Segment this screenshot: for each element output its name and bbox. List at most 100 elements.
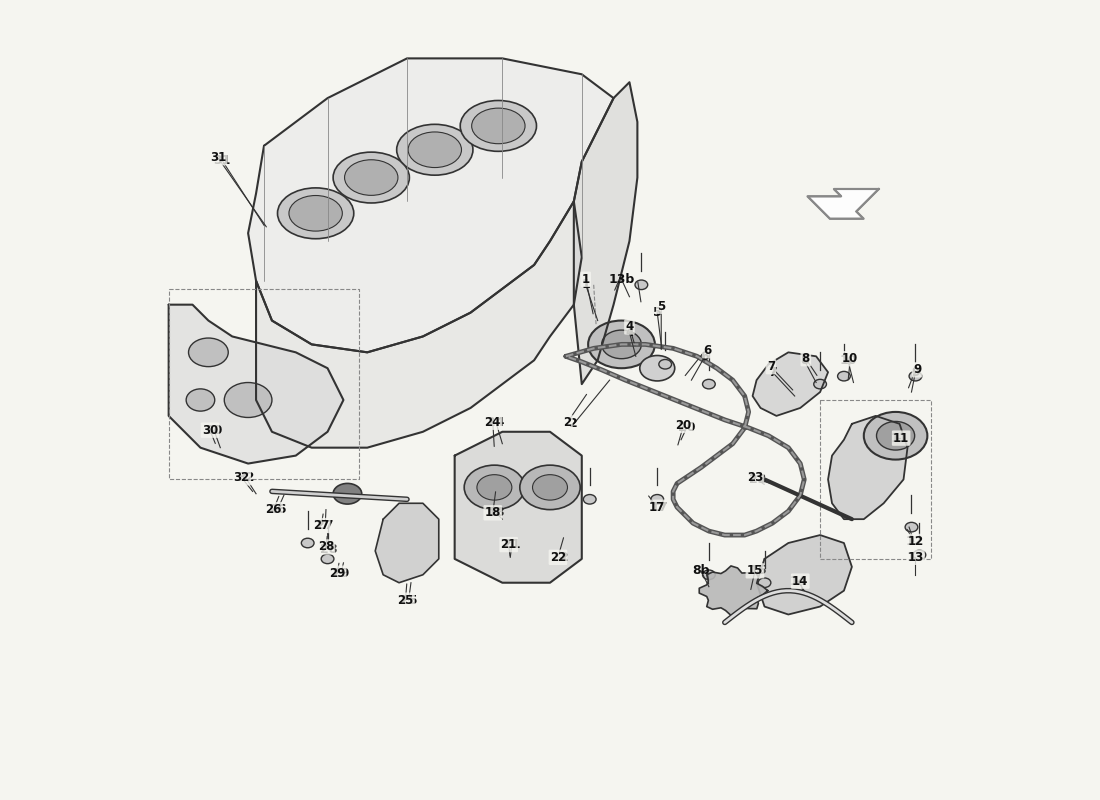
Polygon shape xyxy=(375,503,439,582)
Polygon shape xyxy=(757,535,851,614)
Text: 1: 1 xyxy=(582,278,590,291)
Text: 11: 11 xyxy=(893,432,910,445)
Text: 25: 25 xyxy=(397,594,414,606)
Ellipse shape xyxy=(635,280,648,290)
Text: 10: 10 xyxy=(839,354,857,366)
Ellipse shape xyxy=(877,422,915,450)
Text: 18: 18 xyxy=(485,506,501,519)
Ellipse shape xyxy=(837,371,850,381)
Text: 13: 13 xyxy=(908,550,924,564)
Text: 1: 1 xyxy=(582,273,590,286)
Polygon shape xyxy=(454,432,582,582)
Ellipse shape xyxy=(289,195,342,231)
Ellipse shape xyxy=(224,382,272,418)
Ellipse shape xyxy=(640,355,674,381)
Ellipse shape xyxy=(659,359,672,369)
Ellipse shape xyxy=(814,379,826,389)
Text: 26: 26 xyxy=(268,503,286,516)
Polygon shape xyxy=(256,202,582,448)
Text: 22: 22 xyxy=(551,550,569,564)
Text: 6: 6 xyxy=(701,350,710,363)
Polygon shape xyxy=(828,416,907,519)
Text: 6: 6 xyxy=(703,344,712,358)
Ellipse shape xyxy=(321,554,334,564)
Ellipse shape xyxy=(464,465,525,510)
Ellipse shape xyxy=(277,188,354,238)
Text: 8b: 8b xyxy=(692,564,710,578)
Text: 29: 29 xyxy=(332,566,350,580)
Ellipse shape xyxy=(520,465,580,510)
Text: 24: 24 xyxy=(487,416,505,429)
Text: 11: 11 xyxy=(891,432,909,445)
Ellipse shape xyxy=(333,483,362,504)
Text: 13b: 13b xyxy=(608,273,635,286)
Ellipse shape xyxy=(651,494,663,504)
Text: 15: 15 xyxy=(747,564,763,578)
Text: 5: 5 xyxy=(653,306,661,319)
Text: 17: 17 xyxy=(649,501,666,514)
Polygon shape xyxy=(752,352,828,416)
Text: 25: 25 xyxy=(399,594,417,606)
Text: 31: 31 xyxy=(213,154,231,166)
Text: 28: 28 xyxy=(320,543,338,556)
Text: 8: 8 xyxy=(802,352,810,365)
Polygon shape xyxy=(249,58,614,352)
Text: 9: 9 xyxy=(911,366,920,378)
Polygon shape xyxy=(700,566,768,615)
Text: 7: 7 xyxy=(768,366,777,378)
Ellipse shape xyxy=(864,412,927,459)
Text: 14: 14 xyxy=(789,574,806,588)
Ellipse shape xyxy=(703,379,715,389)
Text: 30: 30 xyxy=(206,424,222,437)
Ellipse shape xyxy=(408,132,462,167)
Text: 32: 32 xyxy=(233,471,250,484)
Ellipse shape xyxy=(532,474,568,500)
Polygon shape xyxy=(807,189,879,218)
Text: 2: 2 xyxy=(563,416,572,429)
Ellipse shape xyxy=(758,578,771,587)
Text: 31: 31 xyxy=(210,151,225,164)
Text: 12: 12 xyxy=(908,535,924,548)
Text: 18: 18 xyxy=(487,506,505,519)
Text: 17: 17 xyxy=(651,501,669,514)
Text: 28: 28 xyxy=(318,541,334,554)
Ellipse shape xyxy=(333,152,409,203)
Ellipse shape xyxy=(913,550,926,560)
Ellipse shape xyxy=(344,160,398,195)
Ellipse shape xyxy=(602,330,641,358)
Text: 20: 20 xyxy=(678,422,695,434)
Text: 29: 29 xyxy=(329,566,345,580)
Polygon shape xyxy=(168,305,343,463)
Text: 30: 30 xyxy=(202,424,218,437)
Ellipse shape xyxy=(186,389,214,411)
Polygon shape xyxy=(574,82,637,384)
Ellipse shape xyxy=(583,494,596,504)
Text: 23: 23 xyxy=(747,471,763,484)
Text: 15: 15 xyxy=(749,564,767,578)
Ellipse shape xyxy=(397,124,473,175)
Text: 23: 23 xyxy=(749,473,767,486)
Text: 7: 7 xyxy=(767,360,774,373)
Text: 22: 22 xyxy=(550,550,566,564)
Ellipse shape xyxy=(909,371,922,381)
Text: 2: 2 xyxy=(570,418,579,430)
Ellipse shape xyxy=(301,538,315,548)
Text: 27: 27 xyxy=(317,519,334,532)
Text: 20: 20 xyxy=(675,419,692,432)
Ellipse shape xyxy=(588,321,654,368)
Text: 32: 32 xyxy=(236,471,254,484)
Ellipse shape xyxy=(188,338,229,366)
Ellipse shape xyxy=(905,522,917,532)
Text: 13: 13 xyxy=(906,550,924,564)
Text: 24: 24 xyxy=(485,416,501,429)
Text: 4: 4 xyxy=(625,326,634,339)
Ellipse shape xyxy=(477,474,512,500)
Text: 21: 21 xyxy=(500,538,517,551)
Text: 9: 9 xyxy=(913,363,921,376)
Text: 5: 5 xyxy=(657,300,665,313)
Text: 10: 10 xyxy=(843,352,858,365)
Text: 14: 14 xyxy=(792,574,808,588)
Text: 26: 26 xyxy=(265,503,282,516)
Text: 21: 21 xyxy=(503,538,520,551)
Text: 12: 12 xyxy=(905,535,923,548)
